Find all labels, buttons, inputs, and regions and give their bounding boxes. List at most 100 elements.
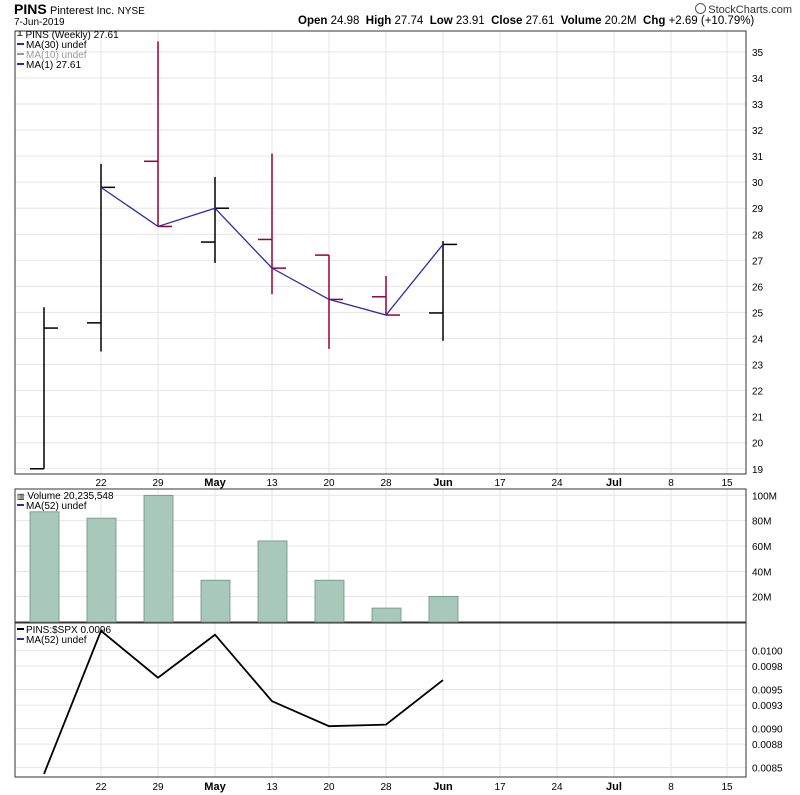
- ratio-panel-border: [14, 622, 747, 778]
- x-axis-label: 29: [152, 782, 164, 793]
- volume-label: Volume: [560, 15, 602, 27]
- x-axis-label: 22: [95, 478, 107, 489]
- volume-bar: [143, 494, 174, 623]
- ratio-tick-label: 0.0100: [752, 646, 783, 657]
- legend-ratio-label: PINS:$SPX 0.0096: [26, 625, 112, 636]
- ratio-tick-label: 0.0088: [752, 740, 783, 751]
- symbol-label: PINS: [14, 1, 47, 17]
- volume-ma52-swatch: [17, 504, 24, 506]
- price-tick-label: 19: [752, 465, 764, 476]
- price-tick-label: 29: [752, 204, 764, 215]
- x-axis-label: 29: [152, 478, 164, 489]
- volume-bars-icon: ▥: [17, 492, 25, 501]
- low-value: 23.91: [455, 15, 485, 27]
- volume-bar: [86, 517, 117, 623]
- chg-value: +2.69 (+10.79%): [668, 15, 755, 27]
- x-axis-label: 8: [668, 478, 674, 489]
- x-axis-label: 24: [551, 782, 563, 793]
- legend-volume-ma52: MA(52) undef: [17, 502, 114, 512]
- legend-pins-weekly-label: PINS (Weekly) 27.61: [25, 30, 119, 41]
- price-tick-label: 20: [752, 439, 764, 450]
- x-axis-label: 20: [323, 782, 335, 793]
- ohlc-summary: Open 24.98 High 27.74 Low 23.91 Close 27…: [298, 15, 754, 27]
- ma1-swatch: [17, 63, 24, 65]
- high-value: 27.74: [394, 15, 424, 27]
- ohlc-bar: [30, 307, 58, 470]
- ohlc-bar: [87, 163, 115, 352]
- price-tick-label: 34: [752, 74, 764, 85]
- legend-ratio: PINS:$SPX 0.0096: [17, 626, 111, 636]
- chg-label: Chg: [643, 15, 666, 27]
- volume-legend: ▥ Volume 20,235,548 MA(52) undef: [17, 492, 114, 512]
- ma1-line: [100, 186, 444, 316]
- ohlc-bar: [201, 176, 229, 263]
- x-axis-label: Jun: [433, 477, 453, 489]
- ma30-swatch: [17, 43, 24, 45]
- ratio-tick-label: 0.0098: [752, 662, 783, 673]
- chart-date: 7-Jun-2019: [14, 17, 65, 28]
- x-axis-label: Jun: [433, 781, 453, 793]
- low-label: Low: [429, 15, 453, 27]
- price-panel-border: [14, 30, 747, 475]
- company-name: Pinterest Inc.: [50, 5, 115, 17]
- volume-bar: [257, 540, 288, 623]
- x-axis-label: 15: [721, 478, 733, 489]
- logo-text: StockCharts.com: [708, 4, 792, 16]
- x-axis-label: 17: [494, 478, 506, 489]
- x-axis-label: Jul: [606, 781, 622, 793]
- ohlc-bar: [372, 275, 400, 316]
- volume-value: 20.2M: [604, 15, 637, 27]
- x-axis-label: 8: [668, 782, 674, 793]
- ratio-tick-label: 0.0095: [752, 685, 783, 696]
- close-value: 27.61: [525, 15, 555, 27]
- ratio-line: [43, 629, 444, 775]
- price-tick-label: 35: [752, 48, 764, 59]
- price-tick-label: 21: [752, 413, 764, 424]
- open-label: Open: [298, 15, 328, 27]
- bar-chart-icon: ╨: [17, 31, 23, 40]
- price-tick-label: 24: [752, 334, 764, 345]
- volume-tick-label: 100M: [752, 491, 777, 502]
- volume-tick-label: 40M: [752, 567, 771, 578]
- open-value: 24.98: [330, 15, 360, 27]
- price-legend: ╨ PINS (Weekly) 27.61 MA(30) undef MA(10…: [17, 31, 119, 71]
- high-label: High: [365, 15, 392, 27]
- volume-bar: [314, 579, 345, 623]
- x-axis-label: Jul: [606, 477, 622, 489]
- price-tick-label: 27: [752, 256, 764, 267]
- volume-panel-border: [14, 488, 747, 623]
- ma10-swatch: [17, 53, 24, 55]
- x-axis-label: 28: [380, 782, 392, 793]
- legend-volume: ▥ Volume 20,235,548: [17, 492, 114, 502]
- x-axis-label: 22: [95, 782, 107, 793]
- legend-pins-weekly: ╨ PINS (Weekly) 27.61: [17, 31, 119, 41]
- x-axis-label: 17: [494, 782, 506, 793]
- ohlc-bar: [144, 41, 172, 228]
- price-tick-label: 30: [752, 178, 764, 189]
- volume-bar: [200, 579, 231, 623]
- grid-lines: [15, 31, 746, 777]
- price-tick-label: 25: [752, 308, 764, 319]
- volume-bar: [29, 511, 60, 623]
- ratio-tick-label: 0.0090: [752, 725, 783, 736]
- x-axis-label: 13: [266, 478, 278, 489]
- legend-ma10: MA(10) undef: [17, 51, 119, 61]
- volume-tick-label: 20M: [752, 593, 771, 604]
- price-tick-label: 22: [752, 387, 764, 398]
- stockcharts-logo[interactable]: StockCharts.com: [695, 3, 792, 16]
- legend-ma1: MA(1) 27.61: [17, 61, 119, 71]
- legend-volume-label: Volume 20,235,548: [27, 491, 114, 502]
- ratio-ma52-swatch: [17, 638, 24, 640]
- x-axis-label: 13: [266, 782, 278, 793]
- legend-ma1-label: MA(1) 27.61: [26, 60, 82, 71]
- price-tick-label: 31: [752, 152, 764, 163]
- close-label: Close: [491, 15, 523, 27]
- ratio-tick-label: 0.0085: [752, 764, 783, 775]
- price-tick-label: 28: [752, 230, 764, 241]
- volume-bar: [428, 595, 459, 623]
- x-axis-label: 20: [323, 478, 335, 489]
- ratio-swatch: [17, 628, 24, 630]
- ratio-tick-label: 0.0093: [752, 701, 783, 712]
- ohlc-bar: [258, 153, 286, 295]
